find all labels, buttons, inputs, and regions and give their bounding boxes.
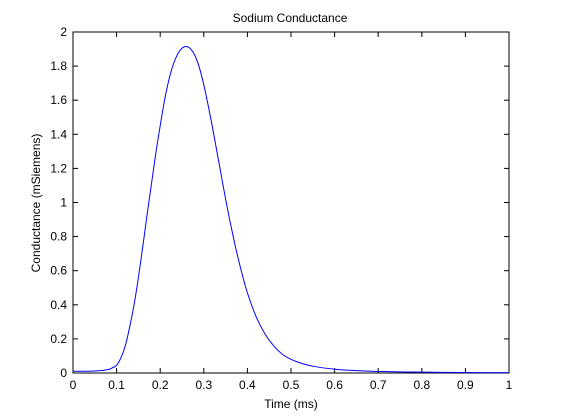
x-tick-label: 0.3 xyxy=(195,378,212,392)
y-tick-label: 1 xyxy=(60,196,67,210)
y-tick-label: 1.6 xyxy=(50,93,67,107)
y-tick-label: 1.8 xyxy=(50,59,67,73)
y-tick-label: 0.6 xyxy=(50,264,67,278)
x-tick-label: 0.5 xyxy=(283,378,300,392)
x-tick-label: 0.6 xyxy=(326,378,343,392)
x-axis: 0 0.1 0.2 0.3 0.4 0.5 0.6 0.7 0.8 0.9 1 xyxy=(70,32,513,392)
x-tick-label: 0.7 xyxy=(370,378,387,392)
x-tick-label: 0.8 xyxy=(413,378,430,392)
y-tick-label: 0.4 xyxy=(50,298,67,312)
y-tick-label: 1.4 xyxy=(50,127,67,141)
y-axis: 0 0.2 0.4 0.6 0.8 1 1.2 1.4 1.6 1.8 2 xyxy=(50,25,509,380)
y-tick-label: 0 xyxy=(60,366,67,380)
x-axis-label: Time (ms) xyxy=(264,397,318,411)
sodium-conductance-line xyxy=(72,45,510,374)
chart-title: Sodium Conductance xyxy=(233,11,348,25)
y-tick-label: 0.2 xyxy=(50,332,67,346)
y-tick-label: 0.8 xyxy=(50,230,67,244)
y-tick-label: 2 xyxy=(60,25,67,39)
x-tick-label: 0.4 xyxy=(239,378,256,392)
x-tick-label: 1 xyxy=(506,378,513,392)
x-tick-label: 0.1 xyxy=(108,378,125,392)
x-tick-label: 0.2 xyxy=(152,378,169,392)
y-tick-label: 1.2 xyxy=(50,161,67,175)
plot-area xyxy=(72,31,510,374)
x-tick-label: 0.9 xyxy=(457,378,474,392)
y-axis-label: Conductance (mSiemens) xyxy=(29,134,43,273)
x-tick-label: 0 xyxy=(70,378,77,392)
